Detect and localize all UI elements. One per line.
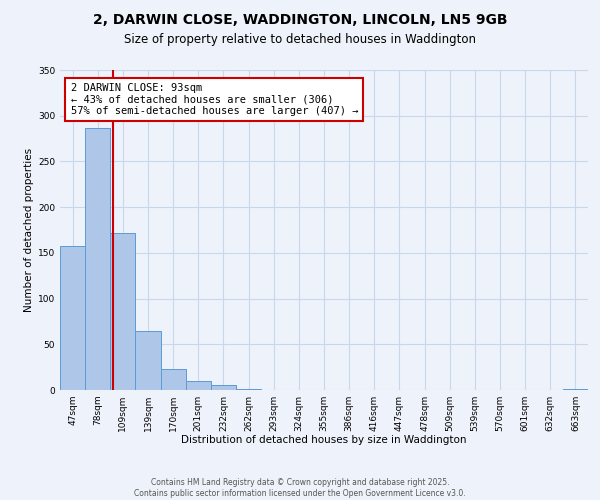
Y-axis label: Number of detached properties: Number of detached properties (24, 148, 34, 312)
Text: Contains HM Land Registry data © Crown copyright and database right 2025.
Contai: Contains HM Land Registry data © Crown c… (134, 478, 466, 498)
Bar (186, 381, 211, 390)
X-axis label: Distribution of detached houses by size in Waddington: Distribution of detached houses by size … (181, 436, 467, 446)
Bar (136, 330, 161, 390)
Text: Size of property relative to detached houses in Waddington: Size of property relative to detached ho… (124, 32, 476, 46)
Bar (236, 389, 261, 390)
Text: 2 DARWIN CLOSE: 93sqm
← 43% of detached houses are smaller (306)
57% of semi-det: 2 DARWIN CLOSE: 93sqm ← 43% of detached … (71, 83, 358, 116)
Bar (85, 128, 110, 390)
Text: 2, DARWIN CLOSE, WADDINGTON, LINCOLN, LN5 9GB: 2, DARWIN CLOSE, WADDINGTON, LINCOLN, LN… (93, 12, 507, 26)
Bar (211, 384, 236, 390)
Bar (110, 232, 136, 390)
Bar (563, 389, 588, 390)
Bar (161, 369, 186, 390)
Bar (60, 246, 85, 390)
